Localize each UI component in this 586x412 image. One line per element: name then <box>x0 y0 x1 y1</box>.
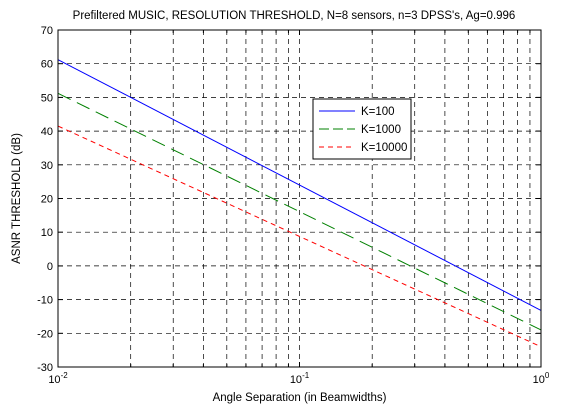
y-tick-label: 20 <box>41 194 53 206</box>
grid-lines <box>58 30 541 367</box>
series-line-k-1000 <box>57 92 542 331</box>
legend-label: K=10000 <box>361 142 407 154</box>
x-axis-label: Angle Separation (in Beamwidths) <box>213 392 387 404</box>
legend-label: K=1000 <box>361 124 401 136</box>
series-line-k-10000 <box>57 125 542 348</box>
legend-label: K=100 <box>361 106 395 118</box>
y-tick-label: 60 <box>41 59 53 71</box>
y-tick-label: 70 <box>41 25 53 37</box>
y-tick-label: 30 <box>41 160 53 172</box>
y-tick-label: 50 <box>41 92 53 104</box>
legend-box <box>312 98 412 160</box>
y-tick-label: 0 <box>47 261 53 273</box>
x-tick-label: 100 <box>533 371 550 386</box>
tick-labels: -30 -20 -10 0 10 20 30 40 50 60 70 10-2 10-1 100 <box>37 25 550 386</box>
legend: K=100 K=1000 K=10000 <box>312 98 412 160</box>
y-tick-label: 10 <box>41 227 53 239</box>
chart-title: Prefiltered MUSIC, RESOLUTION THRESHOLD,… <box>73 10 516 22</box>
axis-ticks <box>57 29 542 368</box>
y-tick-label: 40 <box>41 126 53 138</box>
series-line-k-100 <box>57 59 542 311</box>
y-tick-label: -30 <box>37 362 53 374</box>
y-tick-label: -20 <box>37 328 53 340</box>
y-tick-label: -10 <box>37 295 53 307</box>
y-axis-label: ASNR THRESHOLD (dB) <box>11 133 23 264</box>
x-tick-label: 10-2 <box>48 371 68 386</box>
series-lines <box>57 59 542 348</box>
x-tick-label: 10-1 <box>290 371 310 386</box>
